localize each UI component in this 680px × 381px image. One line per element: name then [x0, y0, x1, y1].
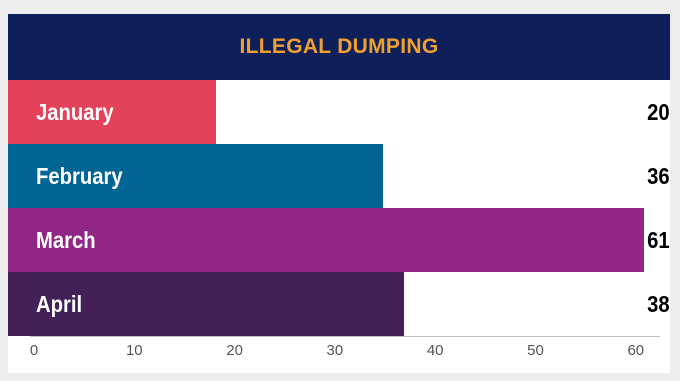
x-tick-label: 40 — [426, 342, 444, 359]
chart-title-bar: ILLEGAL DUMPING — [8, 14, 670, 80]
value-label-january: 20 — [647, 99, 670, 125]
value-label-april: 38 — [647, 291, 670, 317]
bar-label-february: February — [36, 163, 123, 189]
bar-january — [8, 80, 216, 144]
plot-area: January 20 February 36 March 61 April 38 — [8, 80, 670, 373]
x-tick-label: 0 — [29, 342, 39, 359]
x-tick-label: 10 — [125, 342, 143, 359]
bar-april — [8, 272, 404, 336]
chart-title: ILLEGAL DUMPING — [239, 35, 439, 58]
bar-february — [8, 144, 383, 208]
chart-card: ILLEGAL DUMPING January 20 February 36 March… — [8, 14, 670, 373]
x-tick-label: 50 — [527, 342, 544, 359]
x-axis-line — [30, 336, 660, 337]
value-label-february: 36 — [647, 163, 670, 189]
x-tick-label: 60 — [627, 342, 645, 359]
bar-label-january: January — [36, 99, 114, 125]
x-tick-label: 30 — [326, 342, 344, 359]
bar-label-april: April — [36, 291, 83, 317]
bar-label-march: March — [36, 227, 96, 253]
x-tick-label: 20 — [226, 342, 243, 359]
bar-march — [8, 208, 644, 272]
value-label-march: 61 — [647, 227, 670, 253]
